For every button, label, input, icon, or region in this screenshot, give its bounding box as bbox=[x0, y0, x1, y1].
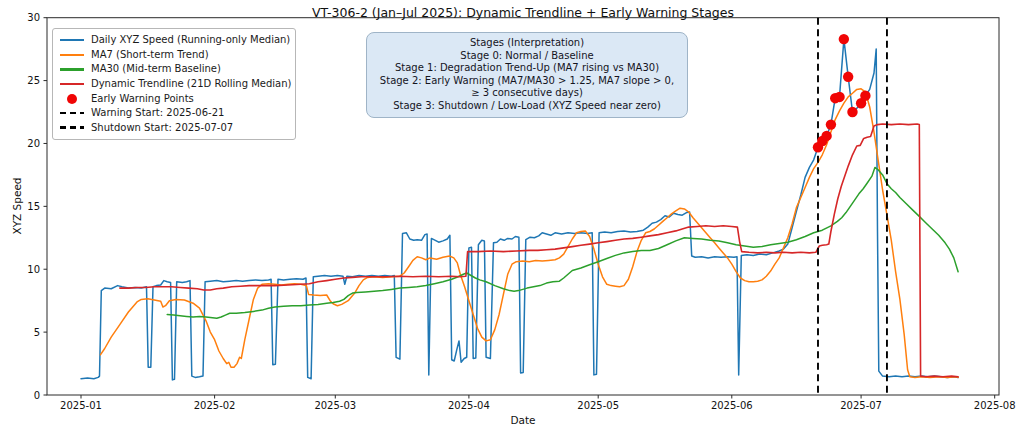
legend-item-2: MA30 (Mid-term Baseline) bbox=[60, 63, 288, 75]
y-tick-label: 5 bbox=[34, 327, 40, 338]
legend-swatch bbox=[60, 39, 84, 41]
x-axis-label: Date bbox=[47, 414, 999, 426]
stages-annotation-line-4: ≥ 3 consecutive days) bbox=[371, 87, 683, 100]
legend: Daily XYZ Speed (Running-only Median) MA7… bbox=[52, 28, 296, 140]
warning-dot-icon bbox=[60, 94, 84, 104]
legend-item-4: Early Warning Points bbox=[60, 93, 288, 105]
stages-annotation-line-1: Stage 0: Normal / Baseline bbox=[371, 50, 683, 63]
x-tick-label: 2025-02 bbox=[194, 400, 236, 411]
early-warning-point bbox=[826, 119, 836, 129]
x-tick-label: 2025-04 bbox=[448, 400, 490, 411]
y-tick-label: 30 bbox=[27, 12, 40, 23]
x-tick-label: 2025-01 bbox=[60, 400, 102, 411]
legend-label: Dynamic Trendline (21D Rolling Median) bbox=[91, 78, 291, 90]
legend-swatch bbox=[67, 94, 77, 104]
stages-annotation-line-5: Stage 3: Shutdown / Low-Load (XYZ Speed … bbox=[371, 100, 683, 113]
y-tick-label: 10 bbox=[27, 264, 40, 275]
line-swatch-icon bbox=[60, 68, 84, 70]
early-warning-point bbox=[847, 107, 857, 117]
y-tick-label: 25 bbox=[27, 75, 40, 86]
legend-swatch bbox=[60, 83, 84, 85]
early-warning-point bbox=[834, 92, 844, 102]
y-tick-label: 20 bbox=[27, 138, 40, 149]
x-tick-label: 2025-03 bbox=[314, 400, 356, 411]
x-tick-label: 2025-05 bbox=[577, 400, 619, 411]
x-tick-label: 2025-06 bbox=[711, 400, 753, 411]
stages-annotation-line-0: Stages (Interpretation) bbox=[371, 37, 683, 50]
y-tick-label: 15 bbox=[27, 201, 40, 212]
legend-swatch bbox=[60, 68, 84, 70]
legend-item-1: MA7 (Short-term Trend) bbox=[60, 49, 288, 61]
early-warning-point bbox=[843, 72, 853, 82]
legend-swatch bbox=[60, 112, 84, 115]
legend-label: Early Warning Points bbox=[91, 93, 194, 105]
legend-item-0: Daily XYZ Speed (Running-only Median) bbox=[60, 34, 288, 46]
legend-swatch bbox=[60, 126, 84, 129]
x-tick-label: 2025-08 bbox=[974, 400, 1016, 411]
legend-swatch bbox=[60, 54, 84, 56]
chart-title: VT-306-2 (Jan–Jul 2025): Dynamic Trendli… bbox=[47, 5, 999, 20]
stages-annotation-line-2: Stage 1: Degradation Trend-Up (MA7 risin… bbox=[371, 62, 683, 75]
legend-item-5: Warning Start: 2025-06-21 bbox=[60, 107, 288, 119]
y-tick-label: 0 bbox=[34, 390, 40, 401]
dashed-line-icon bbox=[60, 112, 84, 115]
early-warning-point bbox=[860, 90, 870, 100]
legend-label: MA7 (Short-term Trend) bbox=[91, 49, 209, 61]
early-warning-point bbox=[839, 34, 849, 44]
stages-annotation-line-3: Stage 2: Early Warning (MA7/MA30 > 1.25,… bbox=[371, 75, 683, 88]
x-tick-label: 2025-07 bbox=[840, 400, 882, 411]
line-swatch-icon bbox=[60, 39, 84, 41]
legend-label: Warning Start: 2025-06-21 bbox=[91, 107, 224, 119]
legend-item-3: Dynamic Trendline (21D Rolling Median) bbox=[60, 78, 288, 90]
early-warning-point bbox=[821, 131, 831, 141]
chart-figure: 2025-01 2025-02 2025-03 2025-04 2025-05 2025-… bbox=[0, 0, 1024, 435]
legend-label: Daily XYZ Speed (Running-only Median) bbox=[91, 34, 290, 46]
legend-label: MA30 (Mid-term Baseline) bbox=[91, 63, 221, 75]
y-axis-label: XYZ Speed bbox=[11, 162, 23, 250]
dashed-line-icon bbox=[60, 126, 84, 129]
stages-annotation-box: Stages (Interpretation)Stage 0: Normal /… bbox=[366, 32, 688, 118]
legend-label: Shutdown Start: 2025-07-07 bbox=[91, 122, 233, 134]
legend-item-6: Shutdown Start: 2025-07-07 bbox=[60, 122, 288, 134]
line-swatch-icon bbox=[60, 54, 84, 56]
line-swatch-icon bbox=[60, 83, 84, 85]
